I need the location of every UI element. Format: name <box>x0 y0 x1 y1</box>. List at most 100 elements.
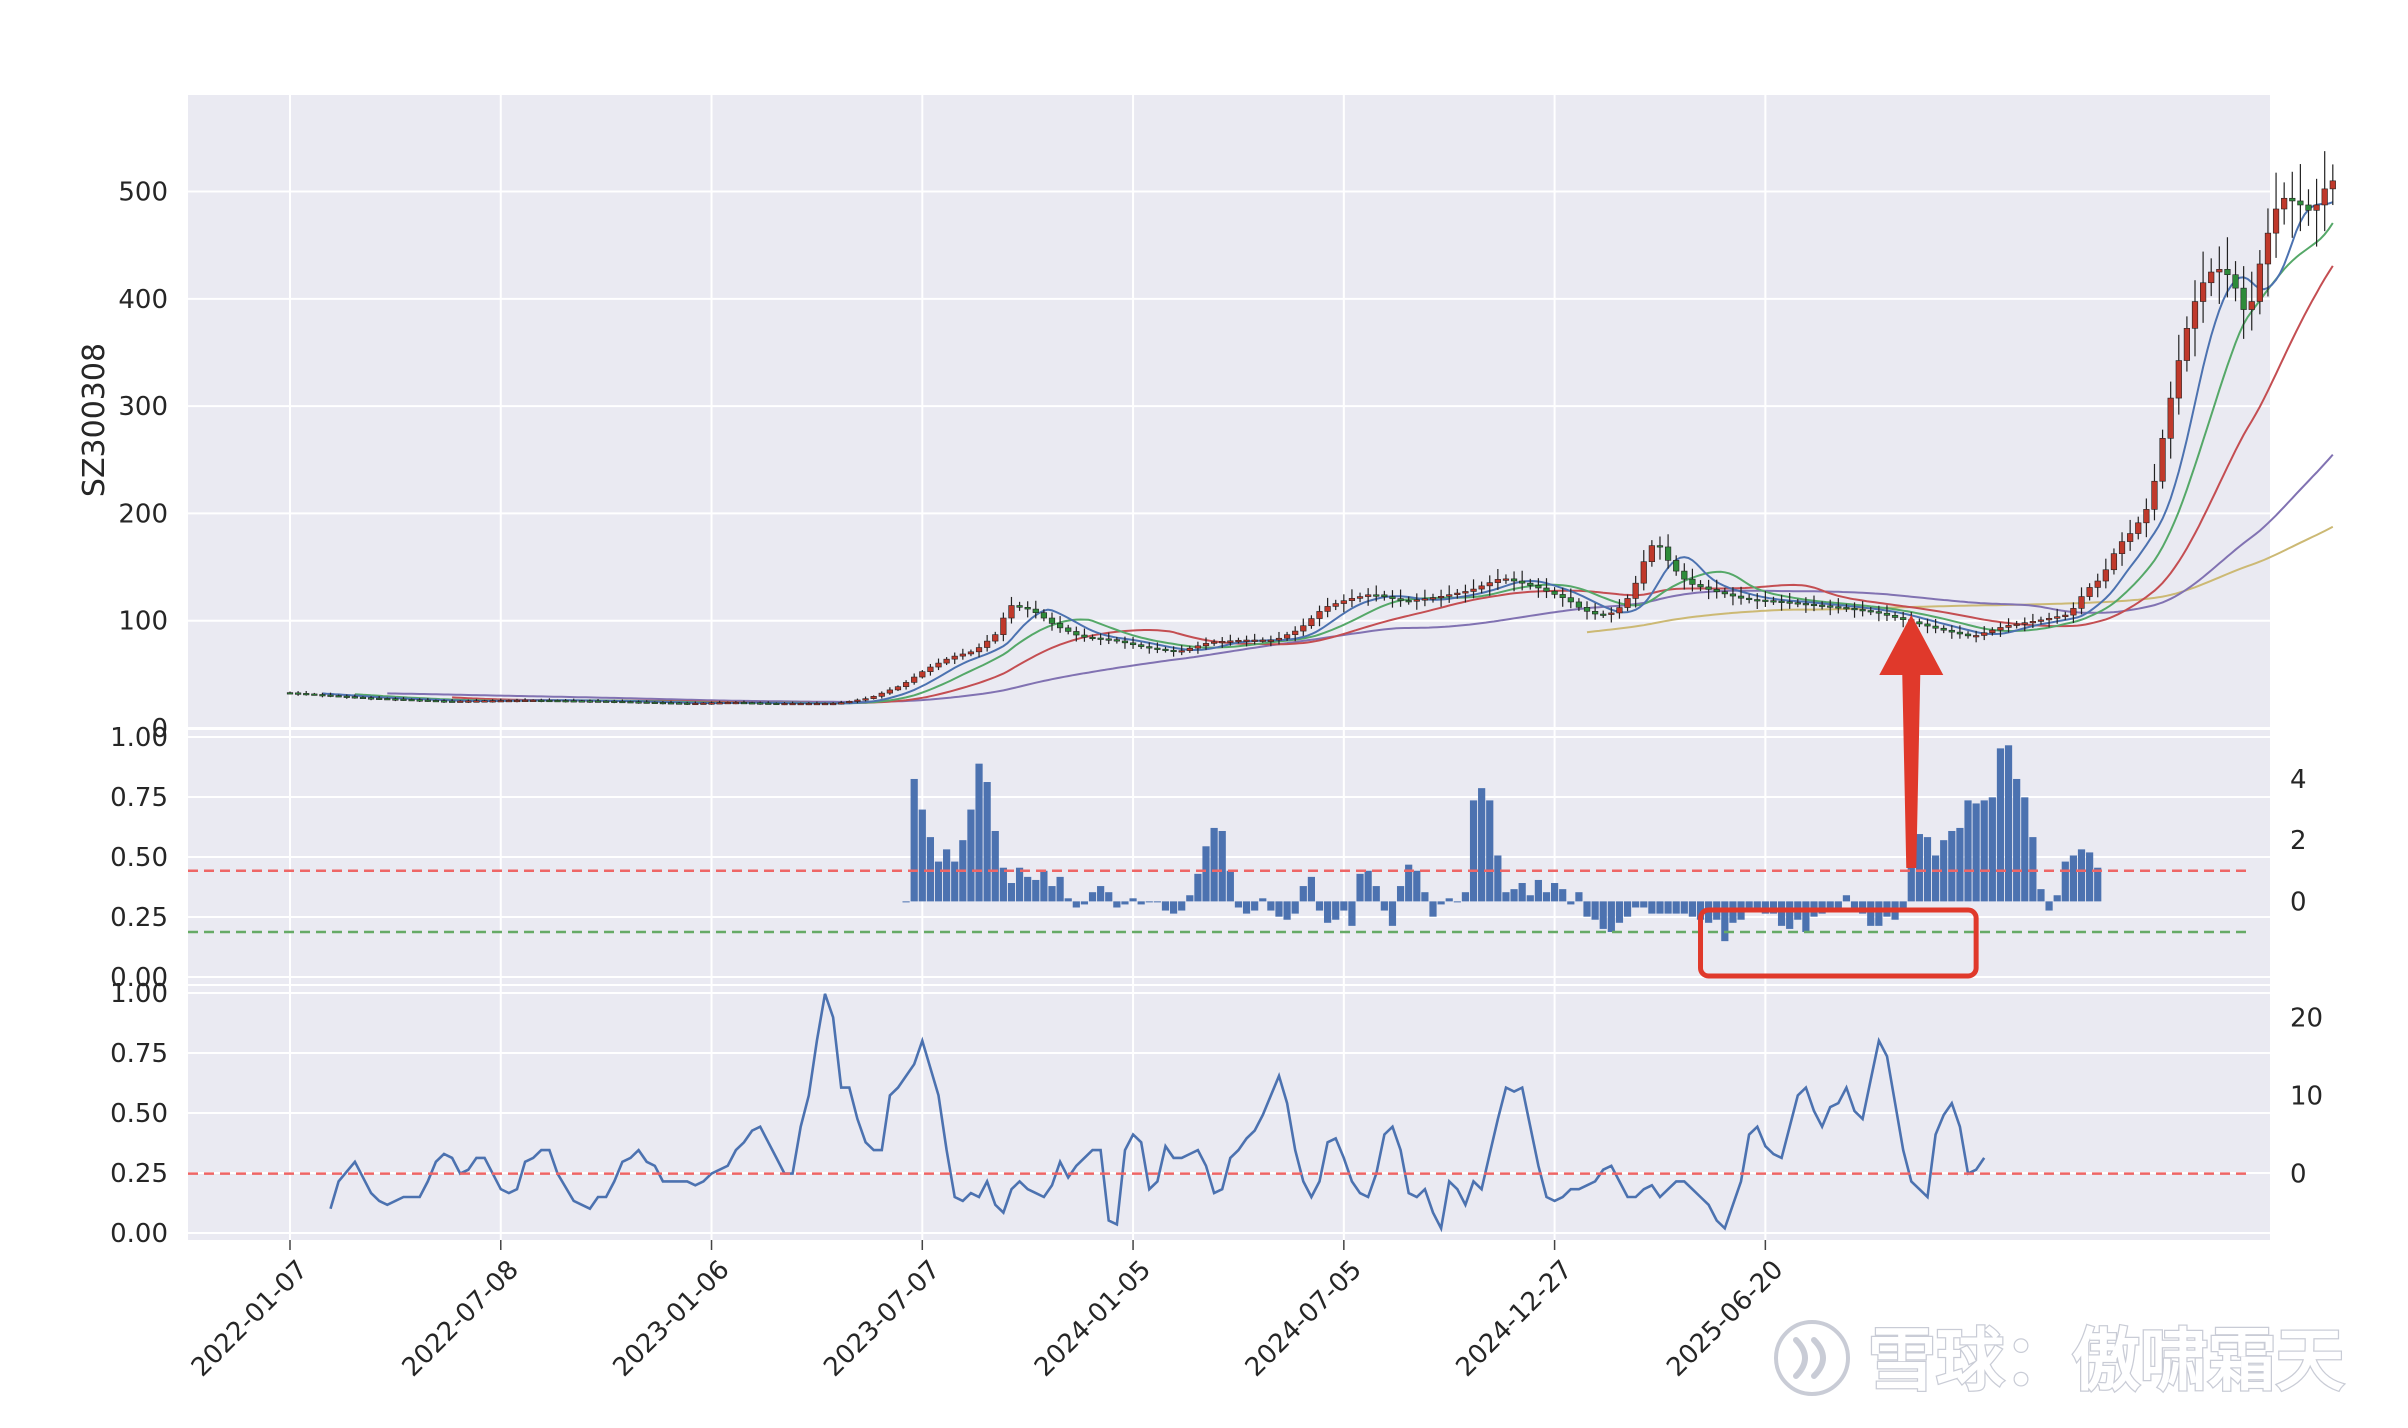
candle-down <box>1891 615 1899 618</box>
histogram-bar <box>1623 901 1632 917</box>
candle-up <box>2183 328 2190 361</box>
candle-up <box>1308 618 1315 627</box>
candle-up <box>1348 598 1356 601</box>
panel-1-background <box>188 95 2270 728</box>
candle-down <box>1032 608 1039 613</box>
histogram-bar <box>1048 886 1056 902</box>
candle-up <box>1356 596 1364 599</box>
candle-down <box>1697 584 1704 588</box>
candle-down <box>1065 627 1072 632</box>
candle-up <box>2021 622 2028 625</box>
candle-down <box>1713 589 1720 593</box>
histogram-bar <box>1502 892 1510 902</box>
price-ylabel: SZ300308 <box>77 343 112 497</box>
gridlines <box>188 95 2270 1240</box>
oscillator-series <box>329 993 1986 1233</box>
histogram-bar <box>1364 870 1372 902</box>
candle-up <box>951 655 958 660</box>
candle-down <box>400 698 407 701</box>
histogram-bar <box>1640 901 1648 908</box>
candle-up <box>2037 619 2045 622</box>
candle-up <box>1340 600 1347 604</box>
candle-up <box>1989 629 1996 634</box>
candle-down <box>2240 287 2247 310</box>
ma5-line <box>322 201 2334 705</box>
histogram-bar <box>1340 901 1348 911</box>
candle-down <box>538 699 545 702</box>
candle-up <box>1008 605 1015 619</box>
candle-down <box>1835 606 1842 609</box>
histogram-bar <box>2037 889 2045 902</box>
osc-left-tick-label: 0.50 <box>110 1099 168 1129</box>
candle-down <box>376 697 383 700</box>
candle-up <box>1438 596 1445 599</box>
candle-up <box>789 703 796 706</box>
candle-up <box>700 702 707 705</box>
candle-down <box>1113 639 1120 642</box>
candle-down <box>432 700 440 703</box>
candle-down <box>1964 633 1972 637</box>
candle-down <box>1024 607 1031 610</box>
histogram-bar <box>1478 788 1486 902</box>
candle-up <box>830 703 837 706</box>
candle-down <box>1373 594 1380 597</box>
candle-down <box>1900 617 1907 620</box>
histogram-bar <box>1964 800 1972 902</box>
histogram-bar <box>1380 901 1388 911</box>
candle-up <box>1632 582 1639 599</box>
histogram-bar <box>1113 901 1121 908</box>
candle-down <box>1575 601 1583 608</box>
candle-down <box>1129 642 1137 646</box>
candle-down <box>1057 623 1064 629</box>
candle-up <box>1178 650 1185 653</box>
candle-up <box>732 702 739 705</box>
histogram-bar <box>1388 901 1397 926</box>
candle-down <box>1681 570 1688 580</box>
candle-down <box>659 702 666 705</box>
candle-up <box>1462 591 1469 594</box>
candle-up <box>2281 197 2288 210</box>
hist-left-tick-label: 0.25 <box>110 903 168 933</box>
candle-down <box>635 701 642 704</box>
histogram-bar <box>1242 901 1251 914</box>
candle-up <box>692 702 699 706</box>
candle-down <box>676 702 683 705</box>
candle-down <box>2224 269 2231 276</box>
candle-up <box>2013 623 2020 626</box>
candle-up <box>505 700 512 703</box>
candle-up <box>1275 637 1283 641</box>
x-tick-label: 2023-01-06 <box>607 1255 735 1383</box>
candle-up <box>1235 639 1242 643</box>
price-y-tick-label: 400 <box>118 285 168 315</box>
candle-up <box>1446 594 1453 597</box>
candle-up <box>2208 271 2215 284</box>
candle-down <box>1924 623 1931 627</box>
candle-up <box>862 698 869 701</box>
histogram-bar <box>1859 901 1867 914</box>
candle-down <box>1559 594 1566 598</box>
histogram-bar <box>1153 901 1161 903</box>
histogram-bar <box>1842 895 1851 902</box>
candle-down <box>1543 587 1550 592</box>
histogram-bar <box>1777 901 1786 926</box>
candle-up <box>1421 598 1428 601</box>
candle-up <box>2248 301 2255 310</box>
candle-up <box>2005 625 2012 628</box>
candle-down <box>2305 204 2312 211</box>
candle-up <box>2167 397 2174 439</box>
candle-down <box>684 702 691 705</box>
histogram-bar <box>1996 748 2005 902</box>
candle-down <box>1754 599 1761 602</box>
candle-up <box>927 666 934 672</box>
candle-up <box>1624 598 1631 608</box>
candle-down <box>1664 546 1672 561</box>
candle-down <box>1170 649 1177 653</box>
histogram-bar <box>1064 898 1072 902</box>
candle-down <box>611 700 618 703</box>
candle-up <box>886 689 893 694</box>
candle-up <box>521 699 529 702</box>
histogram-bar <box>1980 800 1988 902</box>
candle-down <box>367 697 375 700</box>
candle-up <box>2110 553 2118 571</box>
candle-down <box>449 700 456 703</box>
